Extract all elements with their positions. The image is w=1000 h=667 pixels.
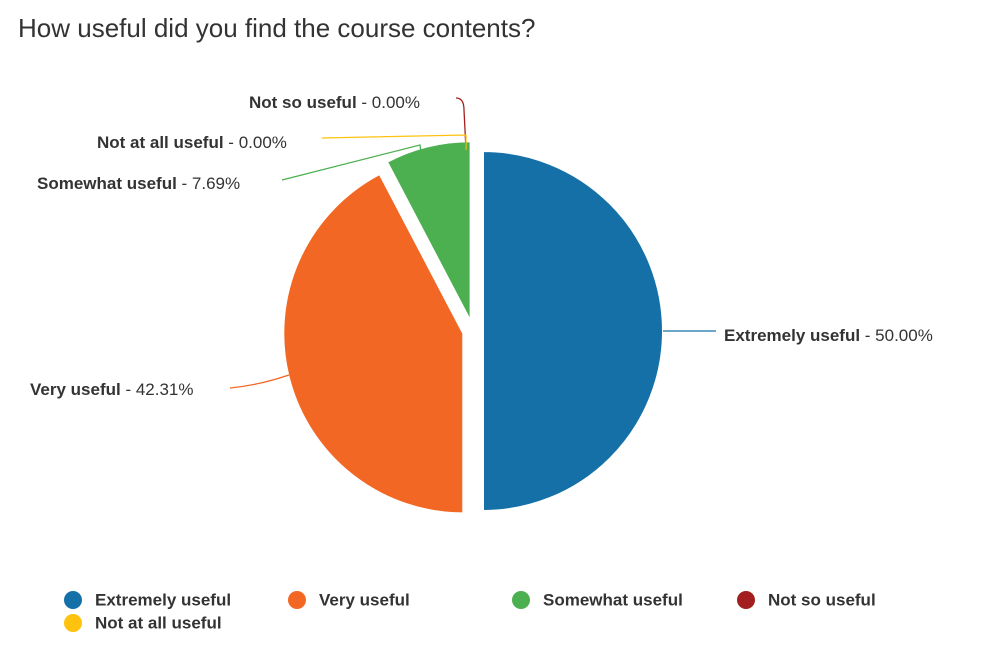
label-name: Not at all useful xyxy=(97,133,224,152)
separator: - xyxy=(224,133,239,152)
separator: - xyxy=(121,380,136,399)
label-name: Not so useful xyxy=(249,93,357,112)
legend-label: Somewhat useful xyxy=(543,590,683,609)
legend-swatch xyxy=(737,591,755,609)
label-value: 42.31% xyxy=(136,380,194,399)
separator: - xyxy=(177,174,192,193)
legend-swatch xyxy=(64,614,82,632)
label-name: Very useful xyxy=(30,380,121,399)
label-value: 50.00% xyxy=(875,326,933,345)
data-label: Not so useful - 0.00% xyxy=(249,93,420,112)
separator: - xyxy=(357,93,372,112)
legend-swatch xyxy=(288,591,306,609)
legend-swatch xyxy=(512,591,530,609)
legend-label: Very useful xyxy=(319,590,410,609)
leader-line xyxy=(281,144,422,181)
legend-label: Not at all useful xyxy=(95,613,222,632)
label-name: Extremely useful xyxy=(724,326,860,345)
leader-line xyxy=(229,374,290,389)
leader-line xyxy=(321,134,467,150)
pie-slice xyxy=(385,140,472,322)
data-label: Not at all useful - 0.00% xyxy=(97,133,287,152)
leader-line xyxy=(455,97,467,151)
label-value: 0.00% xyxy=(372,93,420,112)
chart-title: How useful did you find the course conte… xyxy=(18,13,535,43)
pie-slice xyxy=(282,172,465,515)
legend-swatch xyxy=(64,591,82,609)
label-value: 7.69% xyxy=(192,174,240,193)
pie-slice xyxy=(482,149,664,513)
legend-label: Not so useful xyxy=(768,590,876,609)
separator: - xyxy=(860,326,875,345)
data-label: Somewhat useful - 7.69% xyxy=(37,174,240,193)
data-label: Very useful - 42.31% xyxy=(30,380,194,399)
legend-label: Extremely useful xyxy=(95,590,231,609)
label-name: Somewhat useful xyxy=(37,174,177,193)
label-value: 0.00% xyxy=(239,133,287,152)
data-label: Extremely useful - 50.00% xyxy=(724,326,933,345)
